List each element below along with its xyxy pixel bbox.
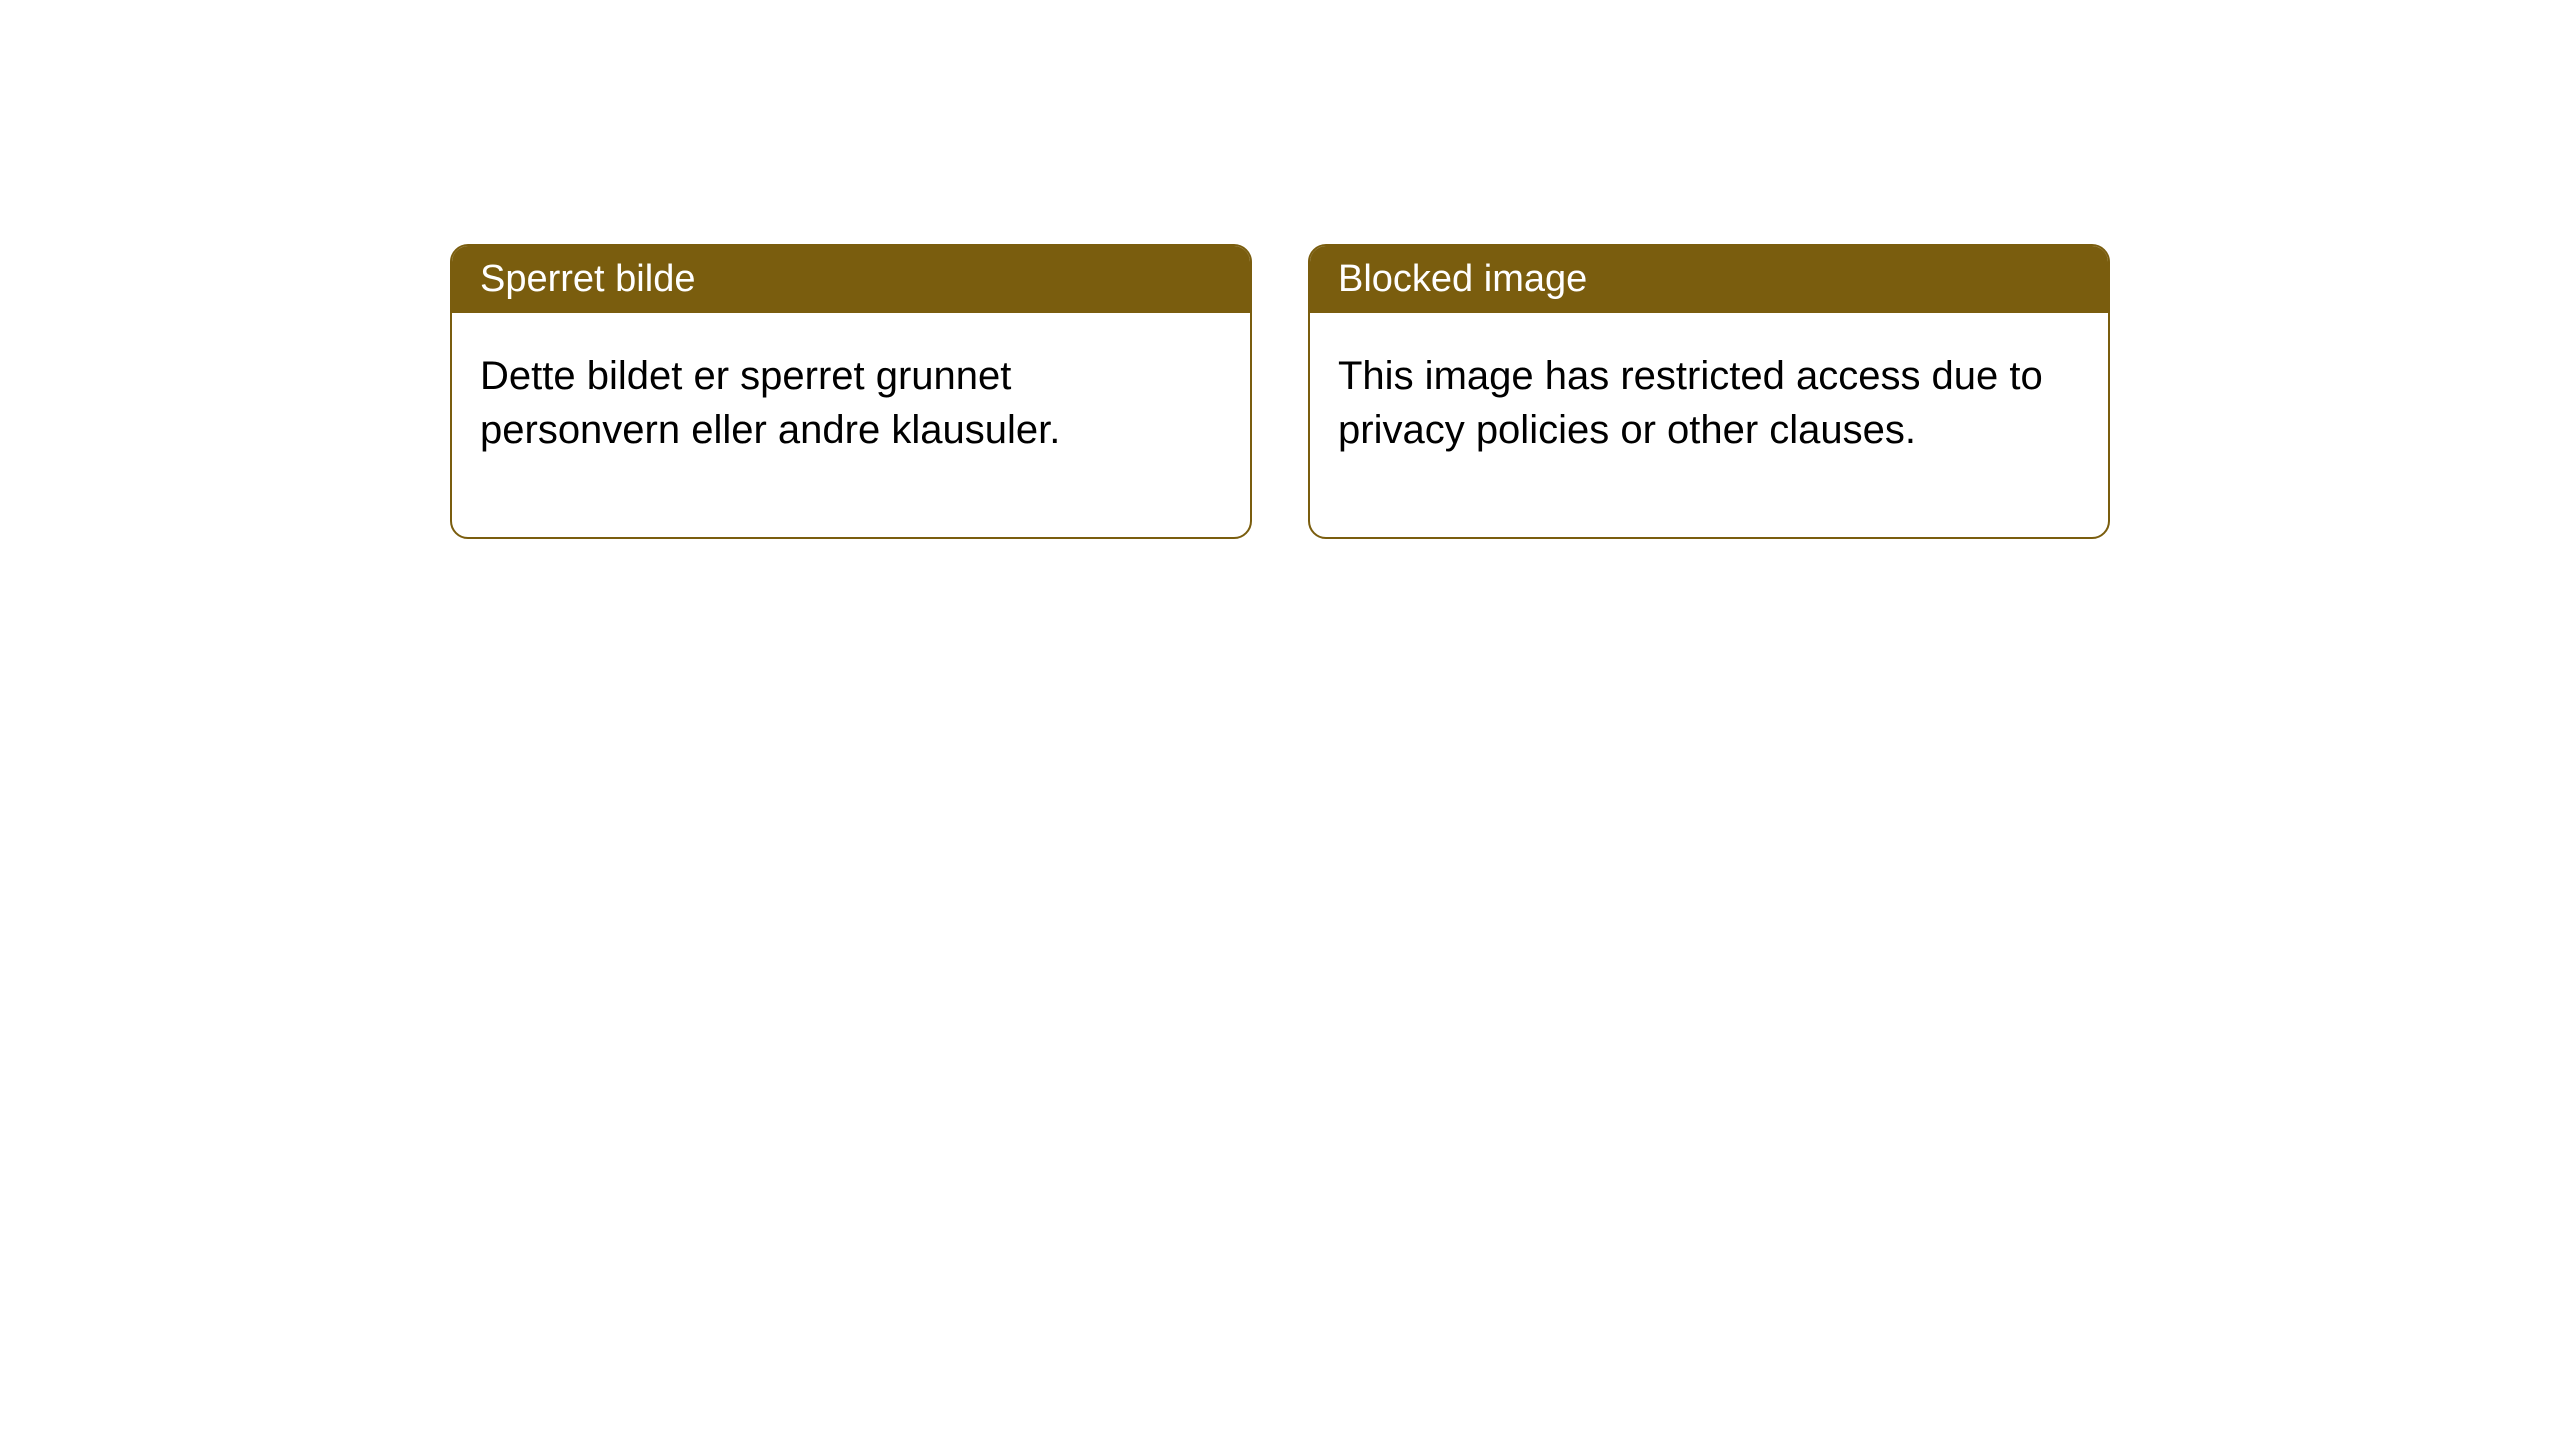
notice-container: Sperret bilde Dette bildet er sperret gr…: [450, 244, 2110, 539]
notice-header: Sperret bilde: [452, 246, 1250, 313]
notice-card-norwegian: Sperret bilde Dette bildet er sperret gr…: [450, 244, 1252, 539]
notice-card-english: Blocked image This image has restricted …: [1308, 244, 2110, 539]
notice-header: Blocked image: [1310, 246, 2108, 313]
notice-body: This image has restricted access due to …: [1310, 313, 2108, 537]
notice-body: Dette bildet er sperret grunnet personve…: [452, 313, 1250, 537]
